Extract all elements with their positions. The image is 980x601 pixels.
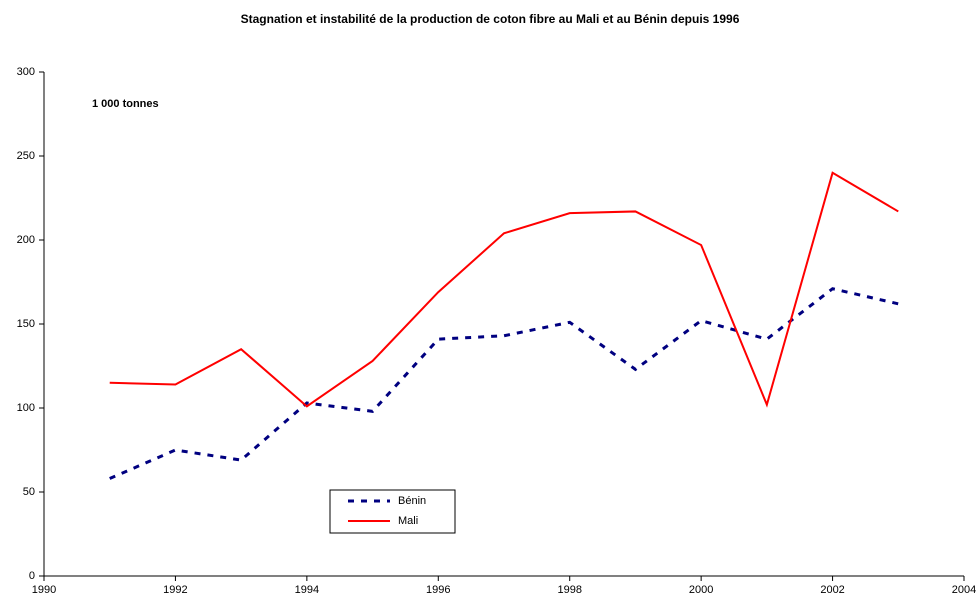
annotation: 1 000 tonnes — [92, 98, 159, 110]
y-tick-label: 100 — [17, 402, 35, 414]
x-tick-label: 1990 — [32, 584, 56, 596]
legend-box — [329, 489, 456, 534]
y-tick-label: 200 — [17, 234, 35, 246]
x-tick-label: 1998 — [557, 584, 581, 596]
y-tick-label: 300 — [17, 66, 35, 78]
y-tick-label: 250 — [17, 150, 35, 162]
x-tick-label: 1996 — [426, 584, 450, 596]
x-tick-label: 2000 — [689, 584, 713, 596]
series-line — [109, 287, 899, 480]
legend-label: Bénin — [398, 495, 426, 507]
series-line — [109, 171, 899, 408]
y-tick-label: 50 — [23, 486, 35, 498]
chart-title: Stagnation et instabilité de la producti… — [241, 12, 740, 26]
y-tick-label: 0 — [29, 570, 35, 582]
y-tick-label: 150 — [17, 318, 35, 330]
x-tick-label: 1992 — [163, 584, 187, 596]
x-tick-label: 1994 — [295, 584, 319, 596]
legend-label: Mali — [398, 515, 418, 527]
x-tick-label: 2004 — [952, 584, 976, 596]
x-tick-label: 2002 — [820, 584, 844, 596]
